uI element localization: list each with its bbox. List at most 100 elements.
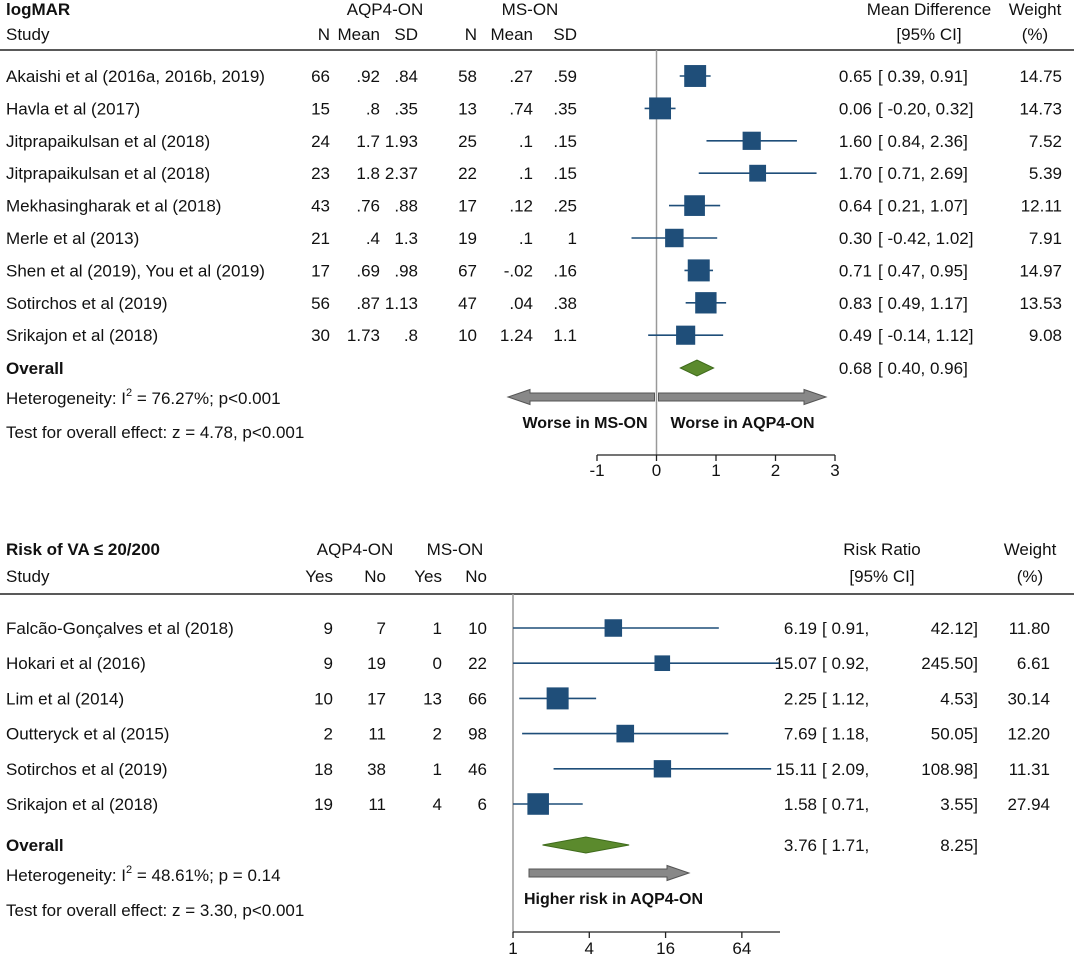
panel1-group1-value: .98 (394, 261, 418, 280)
panel1-x-tick-label: 2 (771, 461, 780, 480)
panel2-group2-value: 46 (468, 760, 487, 779)
panel2-group2-header: MS-ON (427, 540, 484, 559)
panel1-group1-value: .35 (394, 99, 418, 118)
panel1-heterogeneity-sup: 2 (126, 387, 132, 399)
panel2-group1-value: 19 (314, 795, 333, 814)
panel2-heterogeneity: Heterogeneity: I2 = 48.61%; p = 0.14 (6, 864, 281, 885)
panel1-heterogeneity-prefix: Heterogeneity: I (6, 389, 126, 408)
panel2-estimate-value: 7.69 (784, 725, 817, 744)
panel2-weight-header: Weight (1004, 540, 1057, 559)
panel1-group2-value: .74 (509, 99, 533, 118)
panel2-ci-lower-value: [ 0.92, (822, 654, 869, 673)
panel1-group2-header: MS-ON (502, 0, 559, 19)
panel1-group2-value: .1 (519, 164, 533, 183)
panel2-group2-value: 98 (468, 725, 487, 744)
panel1-estimate-value: 0.30 (839, 229, 872, 248)
panel2-group1-value: 11 (368, 725, 386, 744)
panel1-weight-value: 12.11 (1021, 197, 1062, 216)
panel2-estimate-value: 2.25 (784, 689, 817, 708)
panel1-group1-col-header: Mean (337, 25, 380, 44)
panel2-point-marker (527, 793, 549, 815)
panel1-group2-value: 1.1 (553, 326, 577, 345)
panel2-group1-value: 11 (368, 795, 386, 814)
panel1-weight-value: 9.08 (1029, 326, 1062, 345)
panel1-group2-value: 47 (458, 294, 477, 313)
panel1-estimate-value: 0.65 (839, 67, 872, 86)
panel1-x-tick-label: 3 (830, 461, 839, 480)
panel2-effect-ci-header: [95% CI] (849, 567, 914, 586)
panel1-group1-value: .92 (356, 67, 380, 86)
panel1-group2-value: .12 (509, 197, 533, 216)
panel2-group2-value: 1 (433, 760, 442, 779)
panel1-group1-value: 17 (311, 261, 330, 280)
panel2-ci-lower-value: [ 2.09, (822, 760, 869, 779)
panel1-group2-value: .04 (509, 294, 533, 313)
panel1-group1-value: 1.3 (394, 229, 418, 248)
panel1-group2-value: .15 (553, 164, 577, 183)
panel2-group2-value: 13 (423, 689, 442, 708)
panel1-weight-value: 14.97 (1019, 261, 1062, 280)
panel2-study-name: Hokari et al (2016) (6, 654, 146, 673)
panel1-group2-value: .25 (553, 197, 577, 216)
panel1-group2-value: 1.24 (500, 326, 533, 345)
panel2-weight-unit-header: (%) (1017, 567, 1043, 586)
panel1-arrow-right-label: Worse in AQP4-ON (671, 415, 815, 432)
panel1-study-header: Study (6, 25, 50, 44)
panel2-ci-lower-value: [ 0.91, (822, 619, 869, 638)
panel2-study-name: Lim et al (2014) (6, 689, 124, 708)
panel1-weight-value: 7.91 (1029, 229, 1062, 248)
panel2-group1-value: 38 (367, 760, 386, 779)
panel1-overall-test: Test for overall effect: z = 4.78, p<0.0… (6, 423, 304, 442)
panel1-group2-value: 22 (458, 164, 477, 183)
panel1-group2-col-header: N (465, 25, 477, 44)
panel1-estimate-value: 0.06 (839, 99, 872, 118)
panel1-group1-value: .8 (366, 99, 380, 118)
panel2-ci-lower-value: [ 1.18, (822, 725, 869, 744)
panel2-overall-ci-upper: 8.25] (940, 836, 978, 855)
panel1-group1-value: 1.93 (385, 132, 418, 151)
panel2-ci-upper-value: 3.55] (940, 795, 978, 814)
panel1-point-marker (695, 292, 717, 314)
panel2-group2-value: 22 (468, 654, 487, 673)
panel2-x-tick-label: 64 (732, 939, 751, 958)
panel2-group1-value: 9 (324, 619, 333, 638)
panel2-ci-lower-value: [ 1.12, (822, 689, 869, 708)
panel2-estimate-value: 15.07 (774, 654, 817, 673)
panel1-estimate-value: 0.64 (839, 197, 872, 216)
panel1-group2-value: .35 (553, 99, 577, 118)
panel1-group1-value: 66 (311, 67, 330, 86)
panel1-group2-value: .27 (509, 67, 533, 86)
panel1-weight-header: Weight (1009, 0, 1062, 19)
panel2-point-marker (616, 724, 635, 743)
panel2-group1-value: 7 (377, 619, 386, 638)
panel2-point-marker (546, 687, 569, 710)
panel1-group2-value: 58 (458, 67, 477, 86)
panel2-group2-value: 1 (433, 619, 442, 638)
panel1-study-name: Sotirchos et al (2019) (6, 294, 168, 313)
panel1-heterogeneity-value: = 76.27%; p<0.001 (132, 389, 280, 408)
panel2-point-marker (653, 760, 672, 778)
panel1-point-marker (684, 65, 707, 87)
panel1-study-name: Havla et al (2017) (6, 99, 140, 118)
panel2-estimate-value: 1.58 (784, 795, 817, 814)
panel1-estimate-value: 0.83 (839, 294, 872, 313)
panel1-study-name: Akaishi et al (2016a, 2016b, 2019) (6, 67, 265, 86)
panel1-ci-value: [ 0.21, 1.07] (878, 197, 968, 216)
panel1-group1-value: .88 (394, 197, 418, 216)
panel2-weight-value: 27.94 (1007, 795, 1050, 814)
panel1-arrow-left-label: Worse in MS-ON (522, 415, 647, 432)
panel1-group1-value: 56 (311, 294, 330, 313)
panel2-study-name: Sotirchos et al (2019) (6, 760, 168, 779)
panel1-study-name: Jitprapaikulsan et al (2018) (6, 132, 210, 151)
panel1-group2-value: 25 (458, 132, 477, 151)
panel2-heterogeneity-sup: 2 (126, 864, 132, 876)
panel1-group1-value: 1.8 (356, 164, 380, 183)
panel2-weight-value: 11.80 (1009, 619, 1050, 638)
panel2-overall-estimate: 3.76 (784, 836, 817, 855)
panel1-group1-value: .76 (356, 197, 380, 216)
panel1-group1-value: 21 (311, 229, 330, 248)
panel1-ci-value: [ -0.14, 1.12] (878, 326, 973, 345)
panel1-group2-value: 17 (458, 197, 477, 216)
panel1-estimate-value: 1.70 (839, 164, 872, 183)
panel1-group1-value: .84 (394, 67, 418, 86)
